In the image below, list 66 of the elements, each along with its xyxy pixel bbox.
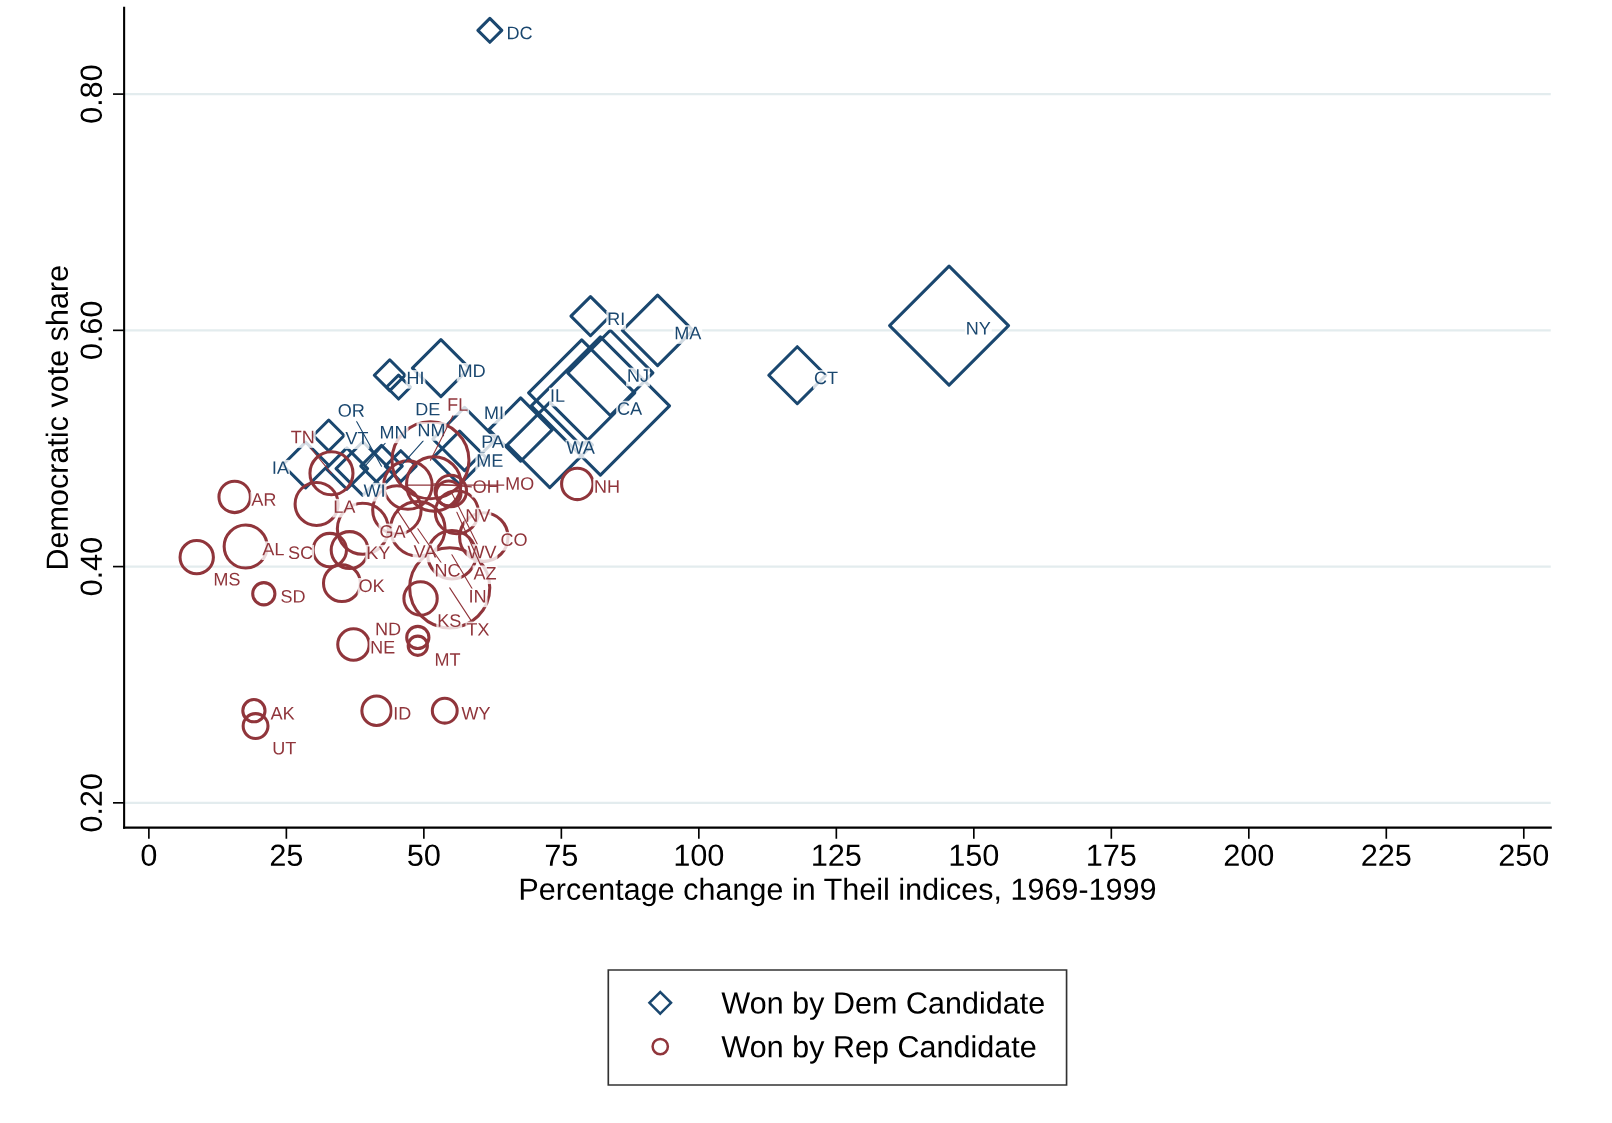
annotation: GA	[380, 525, 406, 538]
annotation: IA	[273, 461, 289, 474]
annotation: MI	[485, 406, 503, 419]
annotation: UT	[273, 741, 296, 755]
annotation: AR	[251, 493, 276, 506]
x-tick-label: 125	[813, 844, 861, 867]
annotation: MD	[459, 364, 485, 377]
x-tick-label: 250	[1499, 844, 1549, 867]
legend-label: Won by Rep Candidate	[721, 1035, 1036, 1064]
annotation: PA	[482, 435, 504, 448]
annotation: ME	[477, 454, 503, 467]
annotation: HI	[407, 371, 423, 385]
annotation: MN	[380, 426, 407, 439]
annotation: AZ	[473, 567, 497, 580]
annotation: NH	[595, 480, 619, 493]
annotation: CO	[501, 533, 527, 547]
annotation: AK	[270, 707, 295, 720]
annotation: OK	[359, 579, 385, 593]
annotation: WA	[566, 441, 595, 454]
x-tick-label: 225	[1362, 844, 1411, 867]
annotation: SC	[288, 546, 313, 560]
y-axis-title: Democratic vote share	[45, 266, 69, 569]
y-tick-label: 0.40	[80, 538, 103, 596]
x-tick-label: 75	[545, 844, 578, 867]
legend-label: Won by Dem Candidate	[721, 991, 1044, 1020]
annotation: MT	[435, 653, 461, 666]
annotation: TX	[466, 623, 490, 636]
annotation: NJ	[628, 369, 648, 382]
annotation: CT	[814, 371, 838, 385]
annotation: DC	[508, 26, 532, 40]
annotation: OR	[338, 404, 365, 417]
annotation: AL	[262, 542, 284, 556]
x-tick-label: 100	[675, 844, 724, 867]
annotation: MO	[506, 477, 534, 490]
x-tick-label: 0	[141, 844, 157, 867]
annotation: RI	[608, 312, 624, 325]
y-tick-label: 0.80	[80, 65, 103, 123]
x-axis-title: Percentage change in Theil indices, 1969-1999	[520, 877, 1156, 907]
annotation: NM	[418, 423, 445, 437]
x-tick-label: 50	[408, 844, 440, 867]
annotation: NV	[466, 509, 491, 522]
x-tick-label: 175	[1088, 844, 1136, 867]
annotation: NC	[435, 563, 460, 577]
annotation: IN	[470, 590, 486, 603]
x-tick-label: 150	[950, 844, 999, 867]
annotation: WY	[461, 707, 491, 720]
annotation: ND	[376, 622, 401, 636]
annotation: MS	[214, 572, 240, 586]
annotation: WI	[363, 484, 384, 497]
annotation: CA	[617, 402, 643, 415]
annotation: LA	[334, 500, 356, 513]
annotation: KY	[367, 546, 390, 559]
x-tick-label: 25	[270, 844, 303, 867]
annotation: NE	[371, 640, 395, 654]
y-tick-label: 0.60	[80, 301, 103, 359]
annotation: TN	[291, 430, 314, 444]
annotation: ID	[394, 707, 411, 720]
annotation: IL	[551, 389, 565, 402]
x-tick-label: 200	[1224, 844, 1274, 867]
annotation: NY	[967, 322, 991, 335]
annotation: FL	[448, 398, 468, 411]
annotation: DE	[416, 402, 440, 416]
y-tick-label: 0.20	[80, 774, 103, 832]
annotation: MA	[675, 326, 702, 340]
annotation: SD	[281, 589, 305, 603]
annotation: KS	[438, 614, 461, 627]
